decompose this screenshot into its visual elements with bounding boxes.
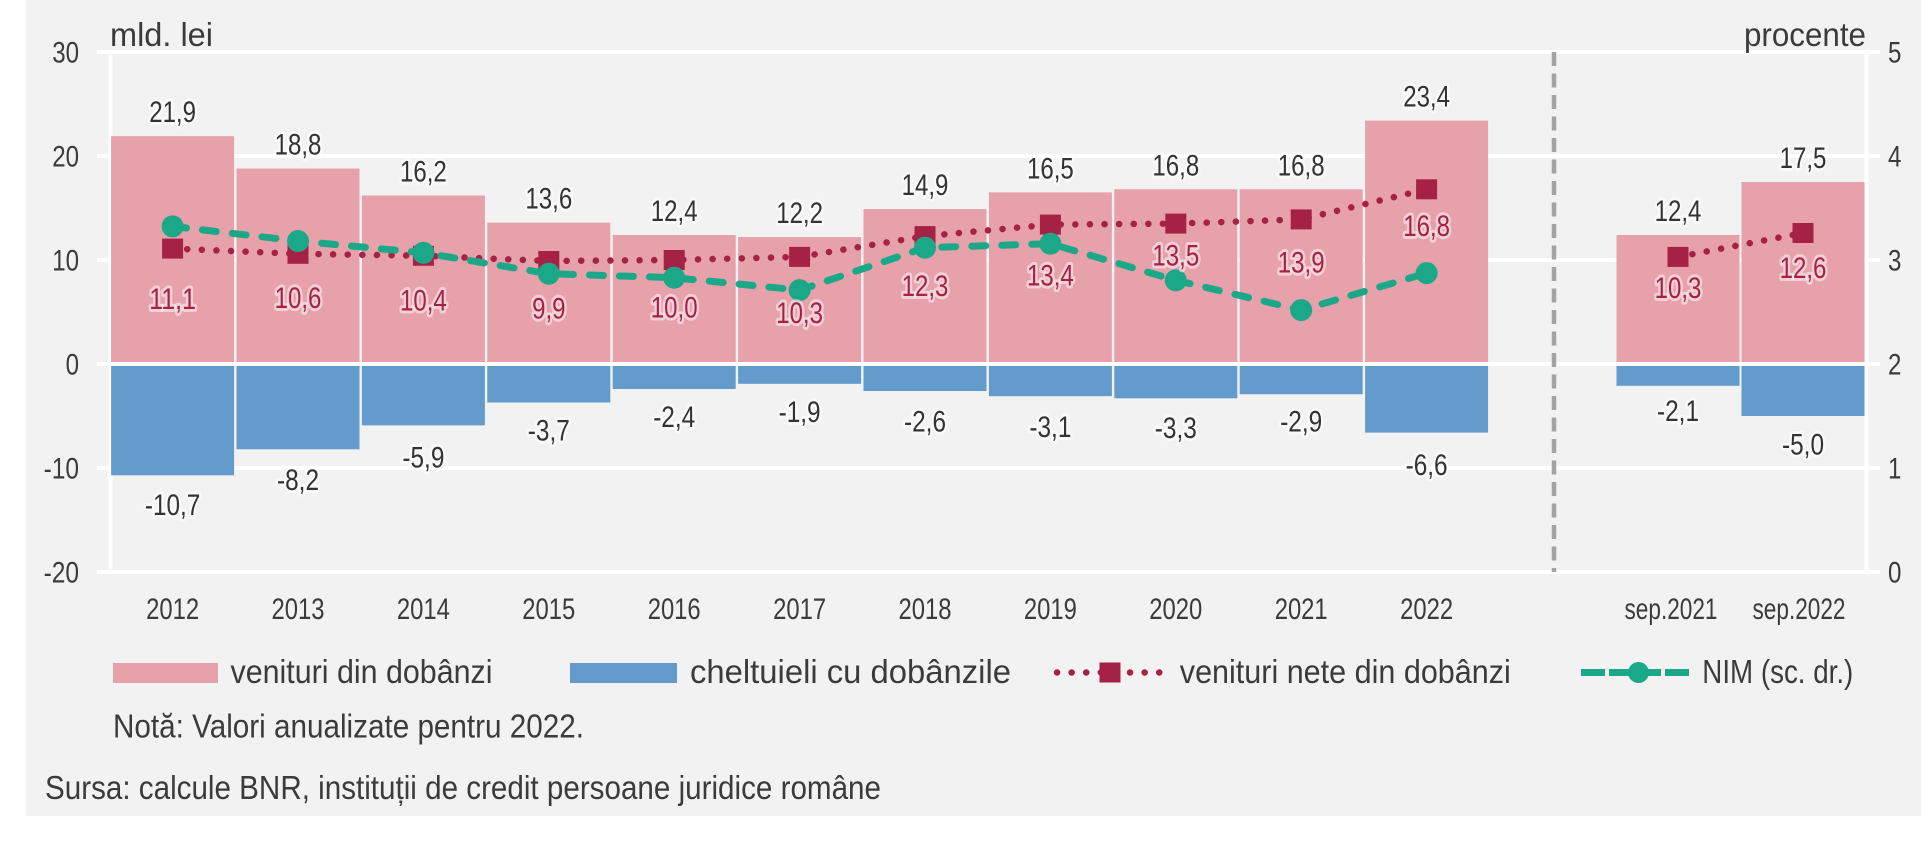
svg-text:11,1: 11,1 [149,283,196,316]
svg-text:13,4: 13,4 [1027,260,1074,293]
svg-text:2018: 2018 [899,593,952,626]
svg-text:13,5: 13,5 [1152,240,1199,273]
svg-text:16,2: 16,2 [400,156,447,189]
svg-text:-5,9: -5,9 [402,442,444,475]
svg-text:cheltuieli cu dobânzile: cheltuieli cu dobânzile [690,653,1011,690]
svg-text:-10,7: -10,7 [145,489,200,522]
svg-text:16,8: 16,8 [1278,149,1325,182]
svg-text:9,9: 9,9 [532,293,565,326]
svg-text:16,5: 16,5 [1027,152,1074,185]
svg-text:mld. lei: mld. lei [110,16,213,53]
svg-text:12,6: 12,6 [1780,252,1827,285]
svg-text:10,3: 10,3 [776,297,823,330]
svg-text:-3,7: -3,7 [528,415,570,448]
svg-text:30: 30 [52,37,79,70]
svg-text:0: 0 [1888,557,1901,590]
svg-text:-2,6: -2,6 [904,406,946,439]
svg-text:2017: 2017 [773,593,826,626]
svg-text:12,3: 12,3 [902,270,949,303]
svg-text:-10: -10 [44,453,79,486]
svg-text:21,9: 21,9 [149,96,196,129]
svg-text:10,4: 10,4 [400,285,447,318]
svg-text:2019: 2019 [1024,593,1077,626]
svg-text:10,6: 10,6 [275,282,322,315]
svg-text:23,4: 23,4 [1403,81,1450,114]
svg-text:2012: 2012 [146,593,199,626]
svg-text:10,0: 10,0 [651,292,698,325]
svg-text:16,8: 16,8 [1152,149,1199,182]
svg-text:12,4: 12,4 [651,195,698,228]
svg-text:5: 5 [1888,37,1901,70]
svg-text:-2,9: -2,9 [1280,406,1322,439]
svg-text:NIM (sc. dr.): NIM (sc. dr.) [1702,653,1853,690]
svg-text:venituri din dobânzi: venituri din dobânzi [231,653,493,690]
svg-text:2022: 2022 [1400,593,1453,626]
svg-text:-20: -20 [44,557,79,590]
svg-text:-6,6: -6,6 [1406,449,1448,482]
svg-text:Sursa: calcule BNR, instituții: Sursa: calcule BNR, instituții de credit… [45,769,881,806]
svg-text:2: 2 [1888,349,1901,382]
svg-text:sep.2021: sep.2021 [1625,593,1718,626]
svg-text:10,3: 10,3 [1655,272,1702,305]
svg-text:-3,3: -3,3 [1155,412,1197,445]
svg-text:1: 1 [1888,453,1901,486]
svg-text:18,8: 18,8 [275,129,322,162]
svg-text:2013: 2013 [272,593,325,626]
svg-text:20: 20 [52,141,79,174]
svg-text:12,4: 12,4 [1655,195,1702,228]
svg-text:2015: 2015 [522,593,575,626]
svg-text:13,6: 13,6 [525,183,572,216]
svg-text:-5,0: -5,0 [1782,429,1824,462]
svg-text:14,9: 14,9 [902,169,949,202]
svg-text:venituri nete din dobânzi: venituri nete din dobânzi [1180,653,1511,690]
svg-text:-1,9: -1,9 [779,396,821,429]
svg-text:3: 3 [1888,245,1901,278]
svg-text:sep.2022: sep.2022 [1753,593,1846,626]
svg-text:procente: procente [1744,16,1866,53]
svg-text:12,2: 12,2 [776,197,823,230]
svg-text:10: 10 [52,245,79,278]
svg-text:-8,2: -8,2 [277,464,319,497]
svg-text:Notă: Valori anualizate pentru: Notă: Valori anualizate pentru 2022. [113,708,584,745]
svg-text:2016: 2016 [648,593,701,626]
svg-text:2020: 2020 [1149,593,1202,626]
svg-text:17,5: 17,5 [1780,142,1827,175]
svg-text:0: 0 [66,349,79,382]
svg-text:4: 4 [1888,141,1901,174]
svg-text:-3,1: -3,1 [1029,411,1071,444]
svg-text:13,9: 13,9 [1278,246,1325,279]
svg-text:2021: 2021 [1275,593,1328,626]
svg-text:-2,1: -2,1 [1657,395,1699,428]
svg-text:2014: 2014 [397,593,450,626]
svg-text:16,8: 16,8 [1403,210,1450,243]
svg-text:-2,4: -2,4 [653,401,695,434]
